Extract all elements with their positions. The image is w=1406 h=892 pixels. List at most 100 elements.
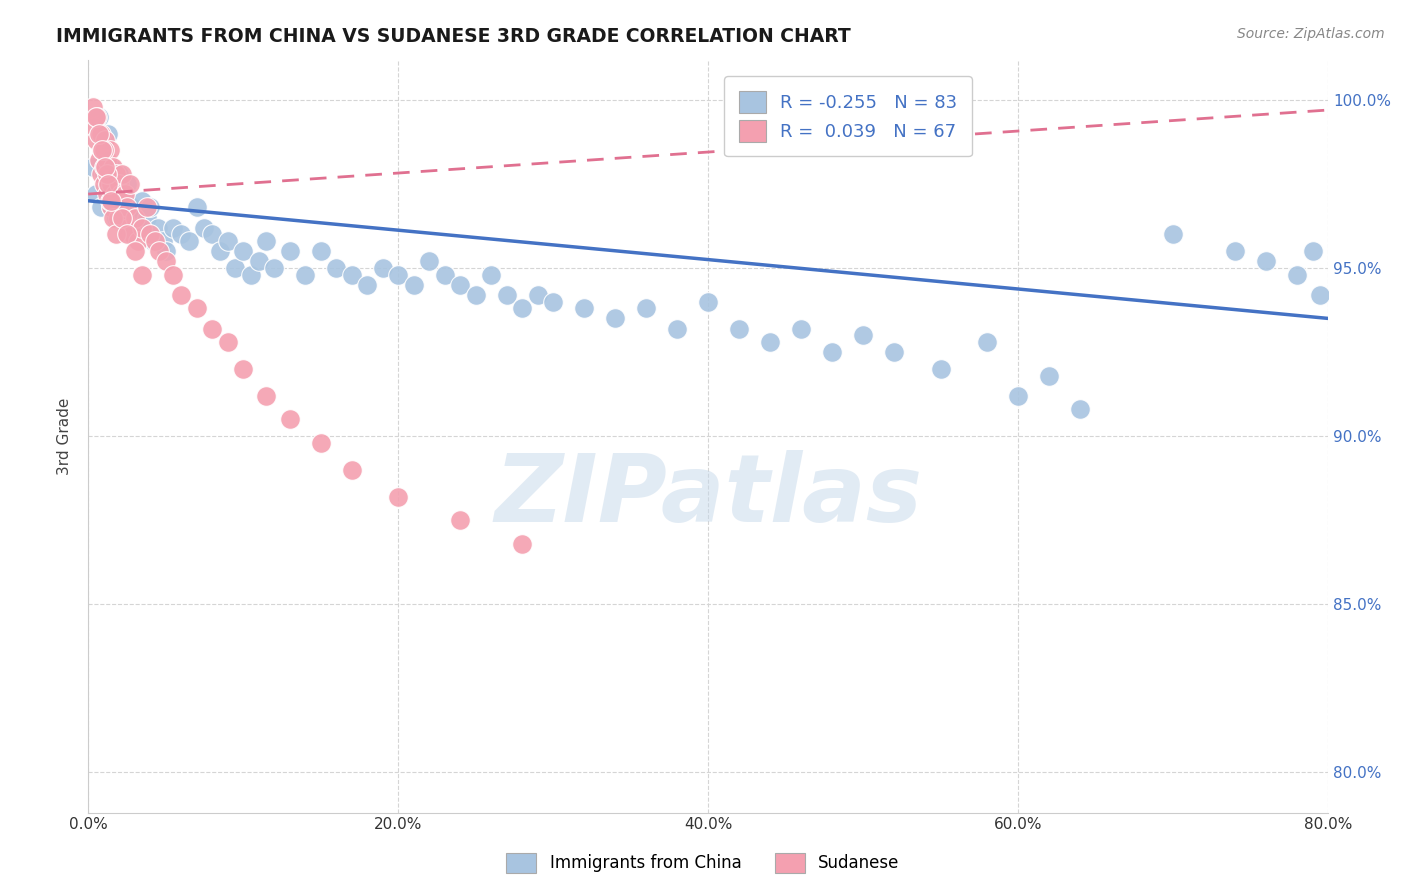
Point [82, 160, 104, 174]
Point [387, 490, 409, 504]
Point [131, 194, 153, 208]
Point [186, 301, 208, 316]
Point [90, 167, 112, 181]
Point [103, 177, 125, 191]
Point [105, 227, 128, 242]
Point [239, 268, 262, 282]
Point [193, 220, 215, 235]
Point [91, 144, 114, 158]
Point [309, 244, 332, 259]
Point [124, 211, 146, 225]
Point [449, 277, 471, 292]
Point [100, 160, 122, 174]
Point [97, 127, 120, 141]
Point [139, 227, 162, 242]
Point [495, 288, 517, 302]
Point [387, 268, 409, 282]
Point [87, 127, 110, 141]
Point [1069, 402, 1091, 417]
Point [112, 187, 135, 202]
Point [418, 254, 440, 268]
Point [697, 294, 720, 309]
Point [1309, 288, 1331, 302]
Point [976, 334, 998, 349]
Point [247, 254, 270, 268]
Point [479, 268, 502, 282]
Point [127, 234, 149, 248]
Point [177, 234, 200, 248]
Point [146, 220, 169, 235]
Point [94, 160, 117, 174]
Point [790, 321, 813, 335]
Text: IMMIGRANTS FROM CHINA VS SUDANESE 3RD GRADE CORRELATION CHART: IMMIGRANTS FROM CHINA VS SUDANESE 3RD GR… [56, 27, 851, 45]
Legend: Immigrants from China, Sudanese: Immigrants from China, Sudanese [499, 847, 907, 880]
Point [107, 211, 129, 225]
Point [278, 244, 301, 259]
Point [86, 110, 108, 124]
Point [232, 244, 254, 259]
Point [101, 160, 124, 174]
Point [356, 277, 378, 292]
Point [97, 177, 120, 191]
Point [100, 201, 122, 215]
Point [162, 220, 184, 235]
Point [121, 227, 143, 242]
Point [97, 167, 120, 181]
Point [201, 321, 224, 335]
Point [883, 345, 905, 359]
Point [162, 268, 184, 282]
Point [254, 389, 277, 403]
Point [1302, 244, 1324, 259]
Point [605, 311, 627, 326]
Point [110, 187, 132, 202]
Point [201, 227, 224, 242]
Point [87, 110, 110, 124]
Point [143, 234, 166, 248]
Point [93, 177, 115, 191]
Point [82, 100, 104, 114]
Point [131, 220, 153, 235]
Point [111, 211, 134, 225]
Point [340, 268, 363, 282]
Point [100, 177, 122, 191]
Point [94, 133, 117, 147]
Point [87, 153, 110, 168]
Point [510, 301, 533, 316]
Point [91, 144, 114, 158]
Point [263, 260, 285, 275]
Point [124, 244, 146, 259]
Y-axis label: 3rd Grade: 3rd Grade [58, 397, 72, 475]
Point [759, 334, 782, 349]
Point [96, 153, 118, 168]
Point [728, 321, 751, 335]
Point [111, 167, 134, 181]
Point [148, 244, 170, 259]
Point [96, 167, 118, 181]
Point [96, 187, 118, 202]
Point [111, 211, 134, 225]
Point [108, 194, 131, 208]
Point [112, 211, 135, 225]
Point [101, 211, 124, 225]
Point [131, 268, 153, 282]
Point [433, 268, 456, 282]
Point [402, 277, 425, 292]
Point [124, 211, 146, 225]
Point [114, 187, 136, 202]
Point [208, 244, 231, 259]
Point [100, 194, 122, 208]
Point [108, 201, 131, 215]
Point [103, 187, 125, 202]
Text: Source: ZipAtlas.com: Source: ZipAtlas.com [1237, 27, 1385, 41]
Point [84, 187, 107, 202]
Point [115, 201, 138, 215]
Point [821, 345, 844, 359]
Point [117, 220, 139, 235]
Point [105, 211, 128, 225]
Legend: R = -0.255   N = 83, R =  0.039   N = 67: R = -0.255 N = 83, R = 0.039 N = 67 [724, 76, 972, 156]
Point [139, 201, 162, 215]
Point [90, 201, 112, 215]
Point [852, 328, 875, 343]
Point [1286, 268, 1309, 282]
Point [340, 463, 363, 477]
